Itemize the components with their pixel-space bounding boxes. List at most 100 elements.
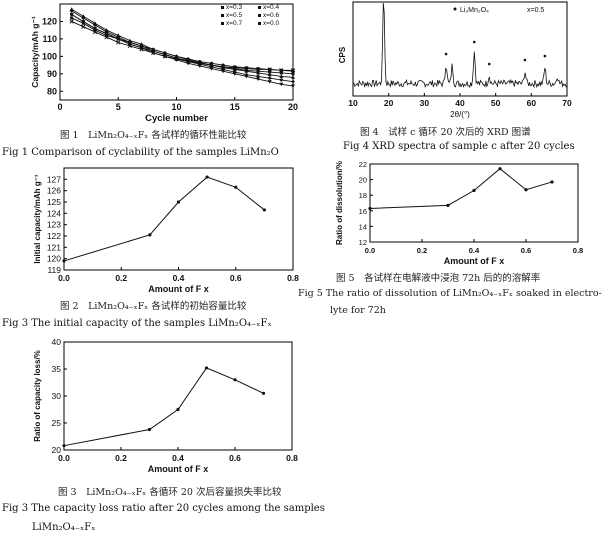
fig1-xtick-label: 10 xyxy=(171,102,181,112)
fig4-xtick-label: 70 xyxy=(562,98,572,108)
fig1-legend-marker xyxy=(258,6,261,9)
fig5-ytick-label: 20 xyxy=(359,176,367,185)
fig1-data-point xyxy=(267,80,272,84)
fig2-ytick-label: 119 xyxy=(47,265,61,275)
fig3-ytick-label: 25 xyxy=(52,418,62,428)
fig4-caption-cn: 图 4 试样 c 循环 20 次后的 XRD 图谱 xyxy=(360,127,531,138)
fig5-data-point xyxy=(446,203,450,207)
fig5-series-line xyxy=(369,168,553,209)
fig1-legend-marker xyxy=(258,14,261,17)
fig4-legend-label: Li₂Mn₂O₄ xyxy=(460,7,489,14)
fig2-caption-cn: 图 2 LiMn₂O₄₋ₓFₓ 各试样的初始容量比较 xyxy=(60,301,247,312)
fig3-xtick-label: 0.4 xyxy=(172,453,184,463)
fig2-xtick-label: 0.8 xyxy=(287,273,299,283)
fig5-data-point xyxy=(550,180,554,184)
fig5-xtick-label: 0.4 xyxy=(469,246,480,255)
fig5-caption-en-line1: Fig 5 The ratio of dissolution of LiMn₂O… xyxy=(298,288,602,299)
fig1-data-point xyxy=(256,77,261,82)
fig3-series-line xyxy=(63,367,264,447)
fig3-ytick-label: 30 xyxy=(52,391,62,401)
fig3-data-point xyxy=(62,444,66,448)
fig3-data-point xyxy=(261,391,266,395)
fig1-data-point xyxy=(291,75,295,79)
fig3-plot-frame xyxy=(63,341,293,451)
fig1-data-point xyxy=(104,32,109,36)
fig1-plot-frame xyxy=(59,3,294,101)
fig5-xtick-label: 0.8 xyxy=(573,246,583,255)
fig3-ytick-label: 40 xyxy=(52,337,62,347)
fig5-ytick-label: 14 xyxy=(359,222,367,231)
fig5-data-point xyxy=(498,167,502,171)
fig1-series-line xyxy=(71,8,294,78)
fig1-xtick-label: 15 xyxy=(230,102,240,112)
fig1-data-point xyxy=(185,59,191,64)
fig3-x-axis-label: Amount of F x xyxy=(148,464,209,474)
fig3-xtick-label: 0.6 xyxy=(229,453,241,463)
fig3-caption-en-line1: Fig 3 The capacity loss ratio after 20 c… xyxy=(2,503,325,514)
fig1-data-point xyxy=(267,72,272,77)
fig4-xtick-label: 40 xyxy=(455,98,465,108)
fig4-legend-marker xyxy=(453,7,457,11)
fig3-chart: 20 25 30 35 40 0.0 0.2 0.4 0.6 0.8 Amount of F x Ra… xyxy=(33,337,298,474)
fig1-data-point xyxy=(279,74,284,78)
fig1-data-point xyxy=(291,84,295,89)
fig2-xtick-label: 0.4 xyxy=(173,273,185,283)
fig1-data-point xyxy=(232,65,237,70)
fig1-legend-label: x=0.5 xyxy=(226,12,242,19)
fig1-data-point xyxy=(220,64,226,69)
fig1-xtick-label: 20 xyxy=(288,102,298,112)
fig1-data-point xyxy=(92,29,98,35)
fig2-data-point xyxy=(148,233,152,237)
fig1-xtick-label: 0 xyxy=(57,102,62,112)
fig1-data-point xyxy=(256,74,261,79)
fig1-data-point xyxy=(81,24,86,29)
fig1-data-point xyxy=(151,50,156,56)
fig1-data-point xyxy=(69,19,74,24)
fig1-data-point xyxy=(116,40,121,45)
fig2-data-point xyxy=(262,208,266,212)
fig3-xtick-label: 0.0 xyxy=(58,453,70,463)
fig4-xtick-label: 60 xyxy=(527,98,537,108)
fig1-data-point xyxy=(244,69,249,73)
fig1-series-line xyxy=(71,17,294,75)
fig1-data-point xyxy=(81,19,86,24)
fig1-ytick-label: 120 xyxy=(42,16,57,26)
fig1-data-point xyxy=(268,70,272,74)
fig1-data-point xyxy=(92,26,97,31)
fig2-ytick-label: 122 xyxy=(47,231,61,241)
fig1-data-point xyxy=(70,16,74,20)
fig1-data-point xyxy=(69,12,74,17)
fig5-caption-cn: 图 5 各试样在电解液中浸泡 72h 后的的溶解率 xyxy=(336,273,541,284)
fig2-series-line xyxy=(63,176,265,262)
fig2-y-axis-label: Initial capacity/mAh g⁻¹ xyxy=(33,174,42,263)
fig1-data-point xyxy=(104,35,109,40)
fig1-data-point xyxy=(139,46,144,50)
fig1-data-point xyxy=(127,43,133,49)
fig1-data-point xyxy=(209,67,214,71)
fig2-data-point xyxy=(234,185,238,189)
fig1-data-point xyxy=(279,82,284,87)
fig1-data-point xyxy=(92,22,97,27)
fig1-data-point xyxy=(139,47,144,52)
fig5-data-point xyxy=(368,206,372,211)
fig1-data-point xyxy=(232,72,237,76)
fig1-data-point xyxy=(209,62,214,68)
fig4-xtick-label: 30 xyxy=(420,98,430,108)
fig2-ytick-label: 124 xyxy=(47,208,61,218)
fig3-caption-cn: 图 3 LiMn₂O₄₋ₓFₓ 各循环 20 次后容量损失率比较 xyxy=(58,487,282,498)
fig2-caption-en: Fig 3 The initial capacity of the sample… xyxy=(2,318,272,329)
fig5-ytick-label: 12 xyxy=(359,238,367,247)
fig1-data-point xyxy=(279,71,283,75)
fig5-xtick-label: 0.6 xyxy=(521,246,531,255)
fig1-data-point xyxy=(116,37,121,41)
fig2-data-point xyxy=(62,259,66,263)
fig1-legend-label: x=0.0 xyxy=(263,20,279,27)
fig2-ytick-label: 121 xyxy=(47,242,61,252)
fig5-ytick-label: 16 xyxy=(359,207,367,216)
fig5-chart: 12 14 16 18 20 22 0.0 0.2 0.4 0.6 0.8 Amount of F x… xyxy=(335,160,583,266)
fig1-data-point xyxy=(127,42,132,47)
fig2-data-point xyxy=(176,200,181,204)
fig3-ytick-label: 20 xyxy=(52,445,62,455)
fig1-data-point xyxy=(232,67,237,71)
